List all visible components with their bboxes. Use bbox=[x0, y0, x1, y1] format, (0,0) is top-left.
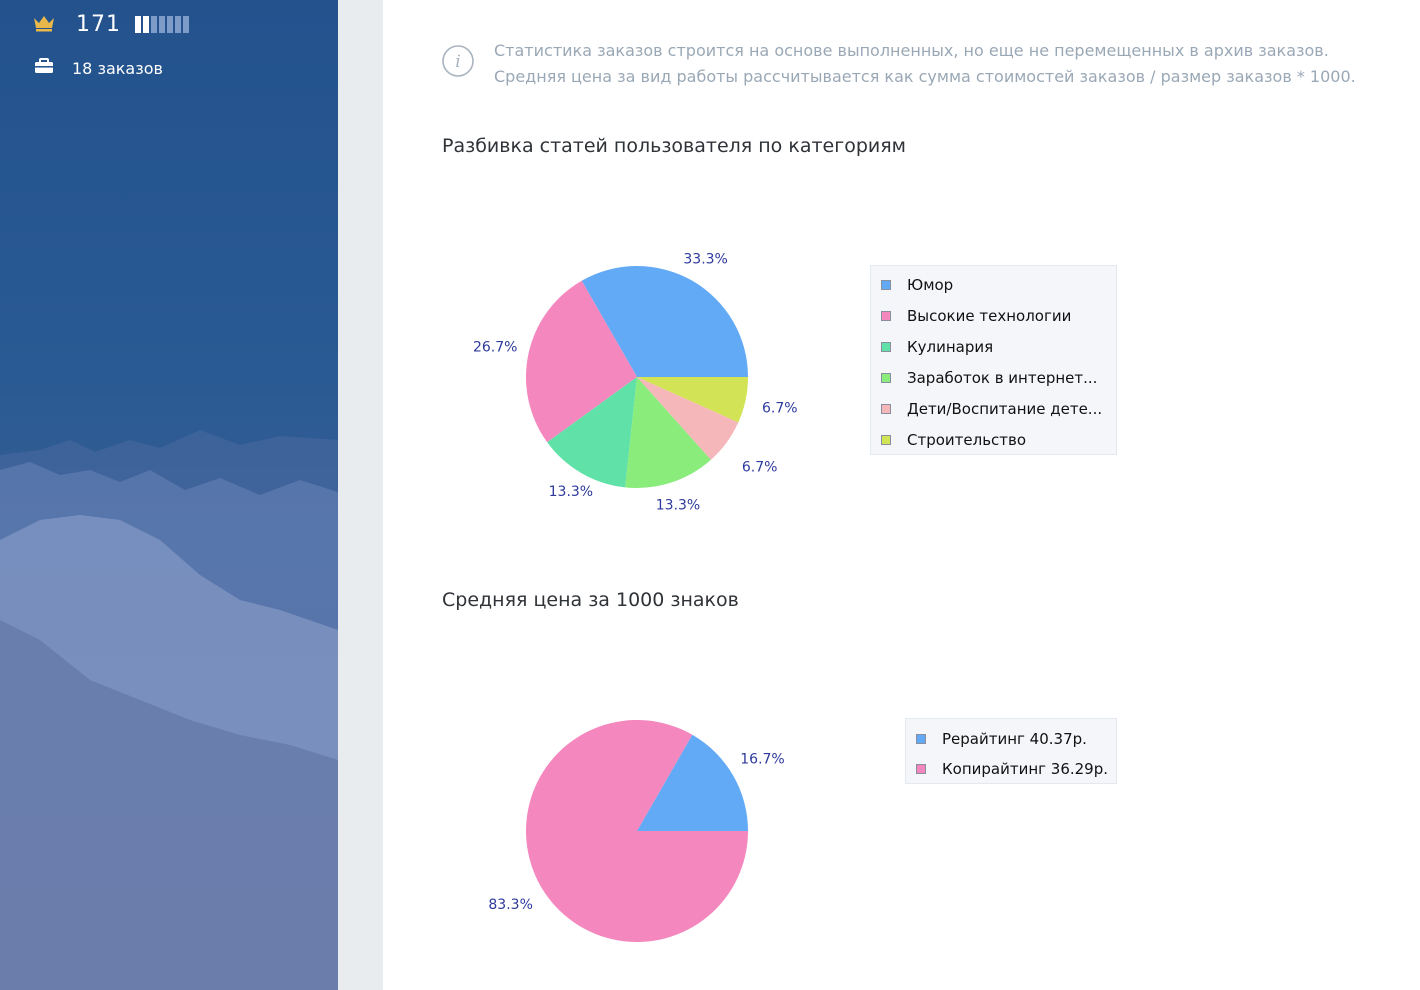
rank-bar bbox=[151, 16, 157, 33]
rank-bar bbox=[167, 16, 173, 33]
legend-swatch bbox=[916, 764, 926, 774]
legend-label: Дети/Воспитание дете... bbox=[907, 400, 1103, 418]
categories-title: Разбивка статей пользователя по категори… bbox=[442, 135, 906, 157]
legend-swatch bbox=[881, 280, 891, 290]
crown-icon bbox=[32, 14, 56, 36]
slice-percent-label: 6.7% bbox=[742, 460, 778, 476]
legend-item: Дети/Воспитание дете... bbox=[881, 400, 1102, 418]
pie-slice bbox=[625, 377, 711, 489]
categories-legend: Юмор Высокие технологии Кулинария Заработок… bbox=[870, 265, 1117, 455]
legend-label: Копирайтинг 36.29р. bbox=[942, 760, 1109, 778]
rank-bar bbox=[135, 16, 141, 33]
legend-item: Заработок в интернет... bbox=[881, 369, 1097, 387]
price-pie-chart: 16.7% 83.3% bbox=[488, 720, 785, 942]
legend-swatch bbox=[916, 734, 926, 744]
slice-percent-label: 83.3% bbox=[488, 897, 532, 913]
legend-swatch bbox=[881, 404, 891, 414]
rank-bar bbox=[175, 16, 181, 33]
briefcase-icon bbox=[34, 58, 54, 78]
legend-item: Строительство bbox=[881, 431, 1026, 449]
legend-label: Юмор bbox=[907, 276, 954, 294]
legend-item: Высокие технологии bbox=[881, 307, 1071, 325]
pie-slice bbox=[637, 734, 748, 831]
pie-slice bbox=[637, 377, 748, 423]
legend-item: Юмор bbox=[881, 276, 953, 294]
legend-label: Заработок в интернет... bbox=[907, 369, 1098, 387]
slice-percent-label: 13.3% bbox=[656, 498, 700, 514]
rank-level-bars bbox=[135, 16, 191, 33]
legend-item: Копирайтинг 36.29р. bbox=[916, 760, 1108, 778]
pie-slice bbox=[637, 377, 739, 460]
svg-text:i: i bbox=[455, 52, 460, 72]
price-title: Средняя цена за 1000 знаков bbox=[442, 589, 739, 611]
price-legend: Рерайтинг 40.37р. Копирайтинг 36.29р. bbox=[905, 718, 1117, 784]
orders-link[interactable]: 18 заказов bbox=[34, 58, 163, 78]
categories-pie-chart: 33.3% 26.7% 13.3% 13.3% 6.7% 6.7% bbox=[473, 251, 798, 514]
slice-percent-label: 13.3% bbox=[549, 484, 593, 500]
orders-count: 18 заказов bbox=[72, 58, 163, 78]
legend-label: Рерайтинг 40.37р. bbox=[942, 730, 1087, 748]
pie-slice bbox=[547, 377, 637, 488]
rank-bar bbox=[143, 16, 149, 33]
content-gutter bbox=[338, 0, 383, 990]
pie-slice bbox=[581, 265, 748, 377]
legend-swatch bbox=[881, 435, 891, 445]
rank-value: 171 bbox=[76, 12, 121, 37]
legend-item: Кулинария bbox=[881, 338, 993, 356]
info-line-1: Статистика заказов строится на основе вы… bbox=[494, 41, 1329, 60]
pie-slice bbox=[526, 280, 637, 443]
legend-label: Высокие технологии bbox=[907, 307, 1072, 325]
slice-percent-label: 6.7% bbox=[762, 401, 798, 417]
sidebar: 171 18 заказов bbox=[0, 0, 338, 990]
slice-percent-label: 33.3% bbox=[683, 251, 727, 267]
legend-swatch bbox=[881, 311, 891, 321]
rank-bar bbox=[159, 16, 165, 33]
legend-label: Кулинария bbox=[907, 338, 994, 356]
legend-label: Строительство bbox=[907, 431, 1027, 449]
legend-swatch bbox=[881, 373, 891, 383]
legend-swatch bbox=[881, 342, 891, 352]
slice-percent-label: 26.7% bbox=[473, 340, 517, 356]
info-line-2: Средняя цена за вид работы рассчитываетс… bbox=[494, 67, 1356, 86]
rank-bar bbox=[183, 16, 189, 33]
info-note: i Статистика заказов строится на основе … bbox=[442, 38, 1356, 90]
mountain-background bbox=[0, 430, 338, 990]
rank-indicator: 171 bbox=[32, 12, 191, 37]
legend-item: Рерайтинг 40.37р. bbox=[916, 730, 1087, 748]
pie-slice bbox=[526, 720, 748, 942]
slice-percent-label: 16.7% bbox=[740, 751, 784, 767]
info-icon: i bbox=[442, 45, 474, 77]
